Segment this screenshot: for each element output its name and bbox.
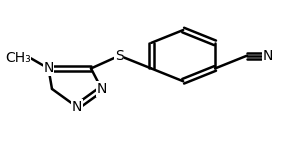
Text: S: S: [115, 49, 124, 63]
Text: N: N: [263, 49, 274, 63]
Text: N: N: [97, 82, 107, 96]
Text: CH₃: CH₃: [5, 51, 31, 65]
Text: N: N: [72, 100, 82, 114]
Text: N: N: [43, 61, 54, 75]
